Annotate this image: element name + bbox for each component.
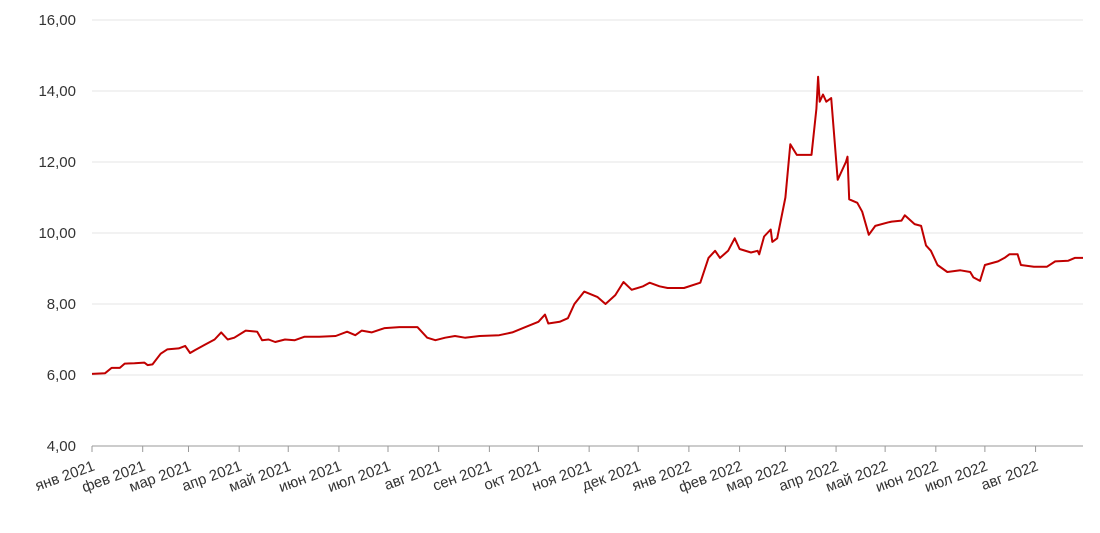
y-tick-label: 6,00 <box>47 367 76 384</box>
y-tick-label: 16,00 <box>38 12 76 29</box>
y-tick-label: 14,00 <box>38 83 76 100</box>
y-tick-label: 8,00 <box>47 296 76 313</box>
x-tick-label: авг 2022 <box>979 458 1041 494</box>
y-tick-label: 12,00 <box>38 154 76 171</box>
line <box>91 75 1083 375</box>
y-tick-label: 4,00 <box>47 438 76 455</box>
y-tick-label: 10,00 <box>38 225 76 242</box>
